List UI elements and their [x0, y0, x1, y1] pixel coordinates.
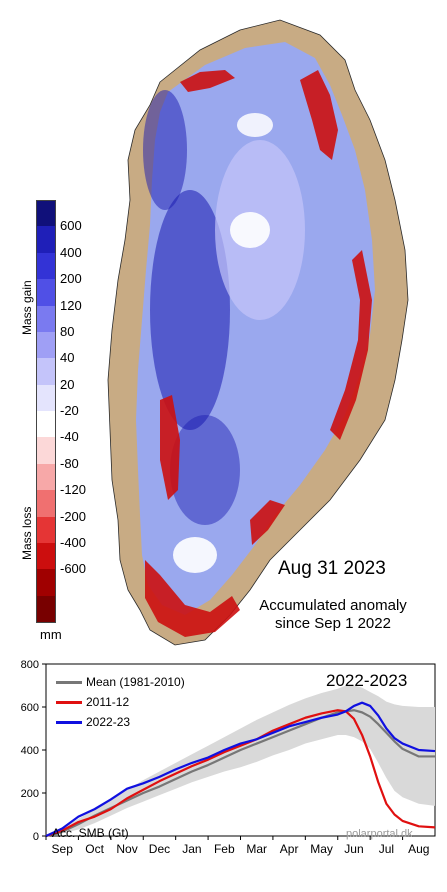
ice-sheet [136, 42, 375, 615]
scale-cell [36, 542, 56, 570]
unit-label: mm [40, 627, 62, 642]
legend-label-mean: Mean (1981-2010) [86, 675, 185, 689]
scale-tick-label: 200 [60, 271, 82, 287]
scale-tick-label: 80 [60, 323, 75, 339]
y-tick-label: 0 [33, 831, 39, 843]
x-tick-label: Nov [116, 842, 137, 856]
smb-chart-panel: 0 200 400 600 800 Sep Oct Nov Dec Jan Feb Mar Apr May… [0, 650, 447, 892]
scale-cell [36, 411, 56, 438]
scale-tick-label: -80 [60, 455, 79, 471]
scale-cell [36, 384, 56, 412]
x-tick-label: Dec [149, 842, 170, 856]
white-patch-3 [173, 537, 217, 573]
loss-margin-east [300, 70, 338, 160]
y-tick-label: 200 [21, 788, 39, 800]
caption-line-1: Accumulated anomaly [259, 597, 407, 614]
white-patch-2 [237, 113, 273, 137]
scale-tick-label: 20 [60, 376, 75, 392]
scale-cell [36, 358, 56, 386]
color-scale [36, 200, 66, 623]
greenland-map [107, 19, 409, 646]
x-tick-label: Feb [214, 842, 235, 856]
gain-region-south [170, 415, 240, 525]
mass-gain-label: Mass gain [20, 280, 34, 335]
chart-title: 2022-2023 [326, 671, 408, 690]
legend-label-2022-23: 2022-23 [86, 715, 131, 729]
legend-swatch-2022-23 [56, 721, 82, 725]
loss-margin-south [145, 560, 240, 637]
x-tick-label: Sep [52, 842, 74, 856]
loss-margin-southeast [250, 500, 285, 545]
scale-cell [36, 279, 56, 306]
series-line-1 [45, 709, 436, 838]
x-tick-label: May [310, 842, 333, 856]
range-band [46, 685, 435, 836]
white-patch-1 [230, 212, 270, 248]
loss-margin-east-2 [330, 250, 372, 440]
x-tick-label: Apr [280, 842, 299, 856]
scale-tick-label: -400 [60, 534, 87, 550]
scale-tick-label: -40 [60, 429, 79, 445]
legend-label-2011-12: 2011-12 [86, 695, 130, 709]
legend-swatch-2011-12 [56, 701, 82, 705]
scale-tick-label: -120 [60, 482, 87, 498]
y-axis-label: Acc. SMB (Gt) [52, 826, 129, 840]
x-tick-label: Jul [379, 842, 394, 856]
y-tick-label: 800 [21, 659, 39, 671]
scale-cell [36, 305, 56, 333]
scale-cell [36, 490, 56, 517]
x-tick-label: Jun [344, 842, 363, 856]
legend-item-2022-23: 2022-23 [56, 715, 130, 729]
scale-tick-label: -200 [60, 508, 87, 524]
scale-tick-label: -600 [60, 561, 87, 577]
x-tick-label: Jan [182, 842, 201, 856]
map-caption: Accumulated anomaly since Sep 1 2022 [228, 597, 438, 633]
caption-line-2: since Sep 1 2022 [275, 615, 391, 632]
loss-margin-southwest [160, 395, 180, 500]
y-tick-label: 400 [21, 745, 39, 757]
loss-margin-north [180, 70, 235, 92]
mass-loss-label: Mass loss [20, 506, 34, 560]
x-tick-label: Oct [85, 842, 104, 856]
map-date: Aug 31 2023 [278, 558, 386, 579]
scale-cell [36, 252, 56, 280]
legend-swatch-mean [56, 681, 82, 685]
scale-cell [36, 200, 56, 227]
scale-cell [36, 437, 56, 465]
smb-chart: 0 200 400 600 800 Sep Oct Nov Dec Jan Feb Mar Apr May… [21, 659, 436, 856]
map-panel: Mass gain Mass loss mm Aug 31 2023 Accum… [20, 19, 438, 646]
x-tick-label: Mar [246, 842, 267, 856]
series-line-2 [45, 701, 436, 837]
scale-tick-label: 120 [60, 297, 82, 313]
scale-tick-label: 40 [60, 350, 75, 366]
scale-cell [36, 331, 56, 359]
scale-tick-label: 400 [60, 244, 82, 260]
credit-label: polarportal.dk [346, 828, 413, 840]
gain-region-northwest [143, 90, 187, 210]
x-tick-label: Aug [408, 842, 429, 856]
gain-region-west [150, 190, 230, 430]
scale-cell [36, 463, 56, 491]
scale-cell [36, 516, 56, 544]
scale-tick-label: 600 [60, 218, 82, 234]
scale-cell [36, 226, 56, 254]
legend-item-mean: Mean (1981-2010) [56, 675, 185, 689]
scale-cell [36, 595, 56, 623]
scale-cell [36, 569, 56, 597]
y-tick-label: 600 [21, 702, 39, 714]
legend-item-2011-12: 2011-12 [56, 695, 129, 709]
scale-tick-label: -20 [60, 403, 79, 418]
